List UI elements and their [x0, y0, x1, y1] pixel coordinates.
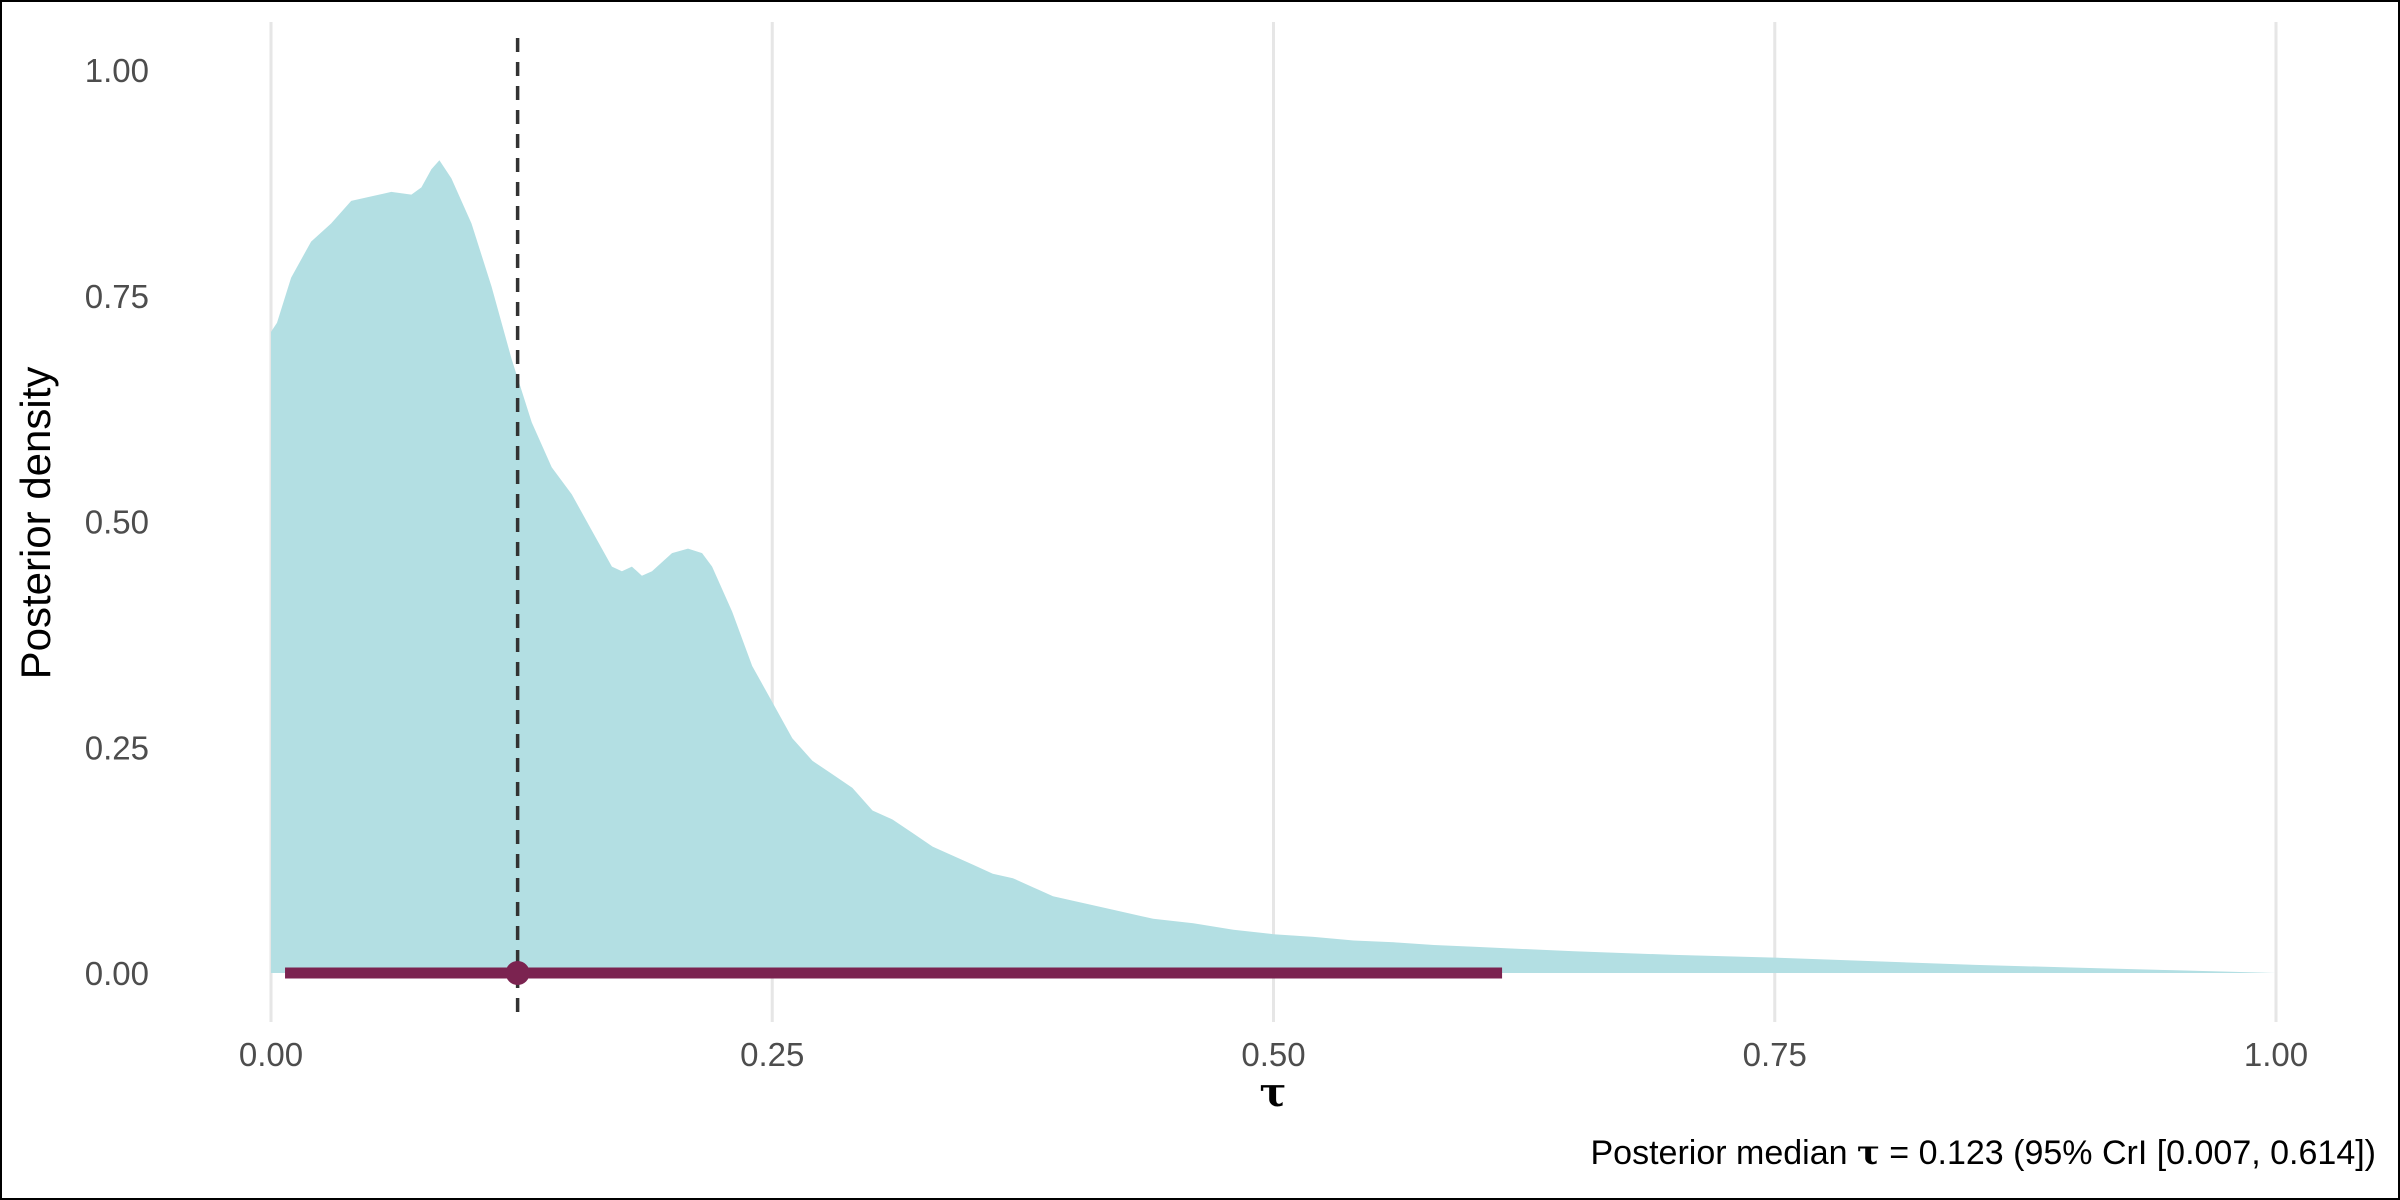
y-tick-label-2: 0.50 [85, 504, 149, 541]
x-tick-label-0: 0.00 [239, 1036, 303, 1073]
x-tick-label-4: 1.00 [2244, 1036, 2308, 1073]
y-tick-label-4: 1.00 [85, 52, 149, 89]
y-axis-ticks: 0.00 0.25 0.50 0.75 1.00 [85, 52, 149, 992]
caption-prefix: Posterior median [1591, 1134, 1857, 1172]
density-area [271, 160, 2276, 974]
y-axis-label: Posterior density [12, 367, 59, 680]
x-axis-label: τ [1260, 1069, 1287, 1116]
x-tick-label-2: 0.50 [1241, 1036, 1305, 1073]
caption-symbol: τ [1857, 1133, 1880, 1173]
x-tick-label-3: 0.75 [1743, 1036, 1807, 1073]
y-tick-label-0: 0.00 [85, 955, 149, 992]
y-tick-label-3: 0.75 [85, 278, 149, 315]
y-tick-label-1: 0.25 [85, 729, 149, 766]
x-axis-ticks: 0.00 0.25 0.50 0.75 1.00 [239, 1036, 2308, 1073]
x-tick-label-1: 0.25 [740, 1036, 804, 1073]
caption: Posterior median τ = 0.123 (95% CrI [0.0… [1591, 1133, 2377, 1173]
median-point [505, 961, 530, 985]
caption-suffix: = 0.123 (95% CrI [0.007, 0.614]) [1880, 1134, 2376, 1172]
